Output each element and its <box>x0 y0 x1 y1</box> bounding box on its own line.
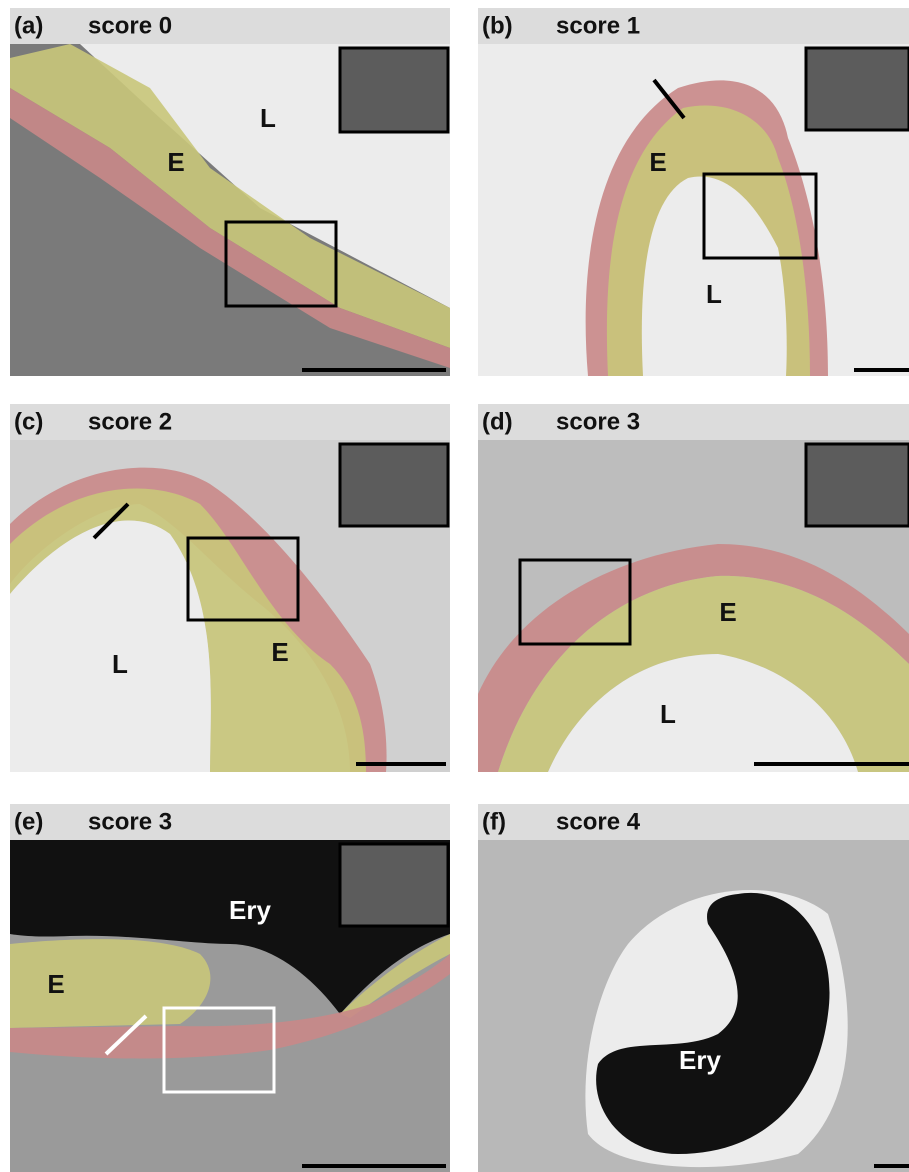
panel: (a) score 0 E L <box>10 8 450 376</box>
inset <box>340 444 448 526</box>
inset <box>340 844 448 926</box>
panel-header <box>10 804 450 840</box>
panel-label: (f) <box>482 808 506 835</box>
annotation: E <box>167 147 184 177</box>
panel-header <box>478 404 909 440</box>
panel: (e) score 3 Ery E <box>10 804 450 1172</box>
panel-title: score 1 <box>556 12 640 39</box>
panel: (f) score 4 Ery <box>478 804 909 1172</box>
annotation: E <box>719 597 736 627</box>
panel: (d) score 3 E L <box>478 404 909 772</box>
panel-label: (c) <box>14 408 43 435</box>
annotation: E <box>271 637 288 667</box>
panel-header <box>10 404 450 440</box>
panel-label: (d) <box>482 408 513 435</box>
panel: (c) score 2 L E <box>10 404 450 772</box>
panel-label: (e) <box>14 808 43 835</box>
annotation: L <box>112 649 128 679</box>
inset <box>806 48 909 130</box>
annotation: Ery <box>229 895 271 925</box>
panel-title: score 3 <box>556 408 640 435</box>
panel: (b) score 1 E L <box>478 8 909 376</box>
annotation: L <box>660 699 676 729</box>
panel-header <box>478 8 909 44</box>
figure: (a) score 0 E L (b) score 1 E L (c) scor… <box>0 0 909 1172</box>
panel-title: score 3 <box>88 808 172 835</box>
inset <box>806 444 909 526</box>
panel-title: score 4 <box>556 808 641 835</box>
panel-title: score 0 <box>88 12 172 39</box>
panel-header <box>478 804 909 840</box>
annotation: L <box>260 103 276 133</box>
inset <box>340 48 448 132</box>
annotation: E <box>649 147 666 177</box>
endothelium <box>10 939 210 1028</box>
panel-title: score 2 <box>88 408 172 435</box>
panel-label: (b) <box>482 12 513 39</box>
annotation: Ery <box>679 1045 721 1075</box>
panel-label: (a) <box>14 12 43 39</box>
annotation: L <box>706 279 722 309</box>
annotation: E <box>47 969 64 999</box>
panel-header <box>10 8 450 44</box>
